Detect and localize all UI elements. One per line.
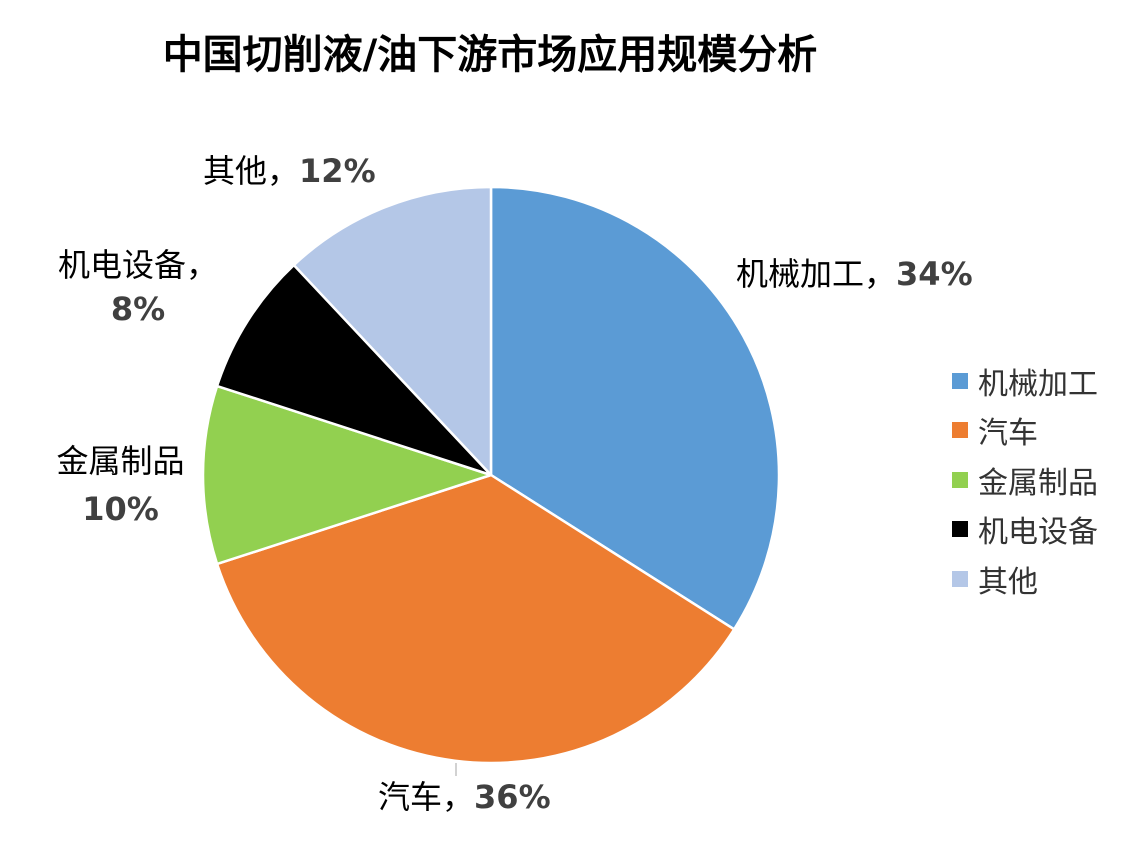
data-label-percent: 10% (82, 490, 159, 528)
pie-slice-metal-products (201, 384, 493, 566)
data-label-percent: 12% (299, 152, 376, 190)
chart-title: 中国切削液/油下游市场应用规模分析 (162, 32, 818, 78)
legend-swatch (952, 471, 968, 488)
legend-item: 汽车 (952, 406, 1098, 456)
data-label-metal-products: 金属制品 10% (48, 442, 193, 528)
legend-label: 机电设备 (978, 515, 1098, 551)
data-label-separator: ， (186, 246, 219, 284)
legend-label: 机械加工 (978, 366, 1098, 402)
data-label-percent: 8% (110, 290, 166, 328)
data-label-separator: ， (864, 255, 897, 293)
data-label-other: 其他，12% (203, 152, 376, 190)
data-label-separator: ， (442, 778, 475, 816)
data-label-category: 机械加工 (736, 255, 865, 293)
data-label-category: 机电设备 (57, 246, 186, 284)
data-label-machining: 机械加工，34% (736, 255, 973, 293)
pie-slices (201, 185, 781, 765)
legend-item: 机电设备 (952, 505, 1098, 555)
legend-swatch (952, 422, 968, 439)
data-label-electromechanical: 机电设备， 8% (48, 246, 228, 328)
data-label-category: 其他 (203, 152, 268, 190)
legend-item: 机械加工 (952, 356, 1098, 406)
legend-swatch (952, 570, 968, 587)
pie-slice-electromechanical (215, 263, 493, 477)
chart-legend: 机械加工 汽车 金属制品 机电设备 其他 (952, 356, 1098, 604)
data-label-category: 汽车 (378, 778, 443, 816)
legend-label: 汽车 (978, 416, 1038, 452)
pie-slice-machining (489, 185, 781, 631)
pie-slice-other (292, 185, 493, 477)
data-label-automotive: 汽车，36% (378, 778, 551, 816)
legend-swatch (952, 521, 968, 538)
legend-label: 其他 (978, 564, 1038, 600)
legend-item: 其他 (952, 554, 1098, 604)
data-label-percent: 36% (474, 778, 551, 816)
pie-slice-automotive (215, 473, 736, 765)
legend-item: 金属制品 (952, 455, 1098, 505)
data-label-separator: ， (267, 152, 300, 190)
data-label-category: 金属制品 (56, 442, 185, 480)
data-label-percent: 34% (896, 255, 973, 293)
legend-label: 金属制品 (978, 465, 1098, 501)
legend-swatch (952, 372, 968, 389)
